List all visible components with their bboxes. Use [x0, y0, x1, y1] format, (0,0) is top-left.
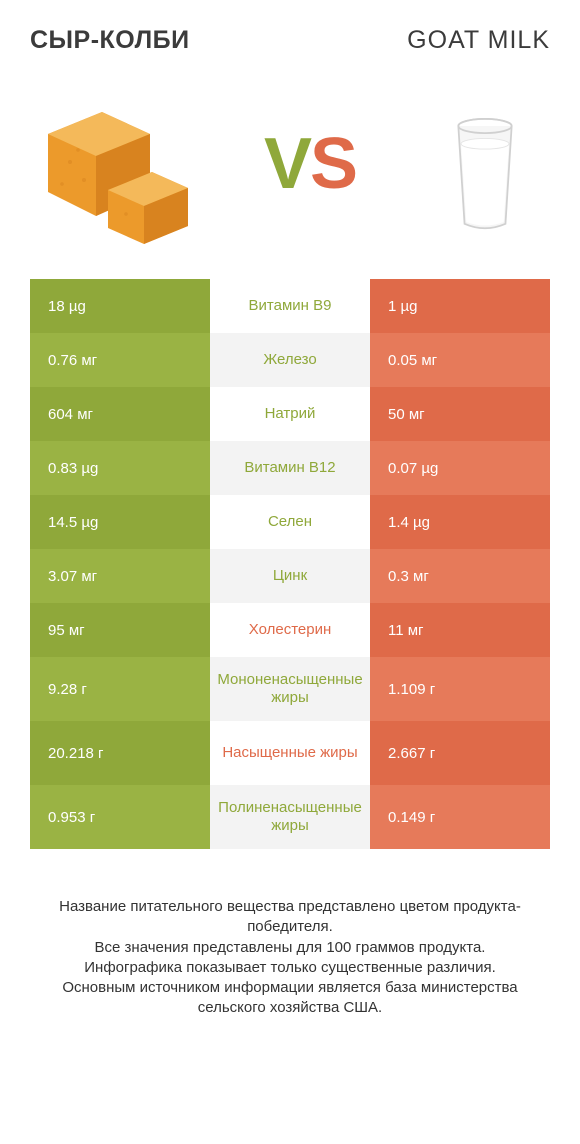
right-value: 1 µg [370, 279, 550, 333]
cheese-icon [30, 84, 200, 244]
footnotes: Название питательного вещества представл… [30, 897, 550, 1019]
nutrition-row: 3.07 мгЦинк0.3 мг [30, 549, 550, 603]
right-value: 0.07 µg [370, 441, 550, 495]
right-value: 1.4 µg [370, 495, 550, 549]
nutrition-row: 0.76 мгЖелезо0.05 мг [30, 333, 550, 387]
nutrient-name: Полиненасыщенные жиры [210, 785, 370, 849]
nutrient-name: Железо [210, 333, 370, 387]
left-value: 14.5 µg [30, 495, 210, 549]
nutrition-row: 18 µgВитамин B91 µg [30, 279, 550, 333]
nutrient-name: Витамин B9 [210, 279, 370, 333]
nutrition-table: 18 µgВитамин B91 µg0.76 мгЖелезо0.05 мг6… [30, 279, 550, 849]
footnote-line: Основным источником информации является … [30, 978, 550, 1019]
left-value: 18 µg [30, 279, 210, 333]
nutrient-name: Холестерин [210, 603, 370, 657]
right-value: 2.667 г [370, 721, 550, 785]
vs-s: S [310, 124, 356, 204]
vs-v: V [264, 124, 310, 204]
nutrition-row: 20.218 гНасыщенные жиры2.667 г [30, 721, 550, 785]
nutrient-name: Витамин B12 [210, 441, 370, 495]
nutrition-row: 604 мгНатрий50 мг [30, 387, 550, 441]
left-value: 9.28 г [30, 657, 210, 721]
right-value: 50 мг [370, 387, 550, 441]
nutrition-row: 0.83 µgВитамин B120.07 µg [30, 441, 550, 495]
left-value: 604 мг [30, 387, 210, 441]
nutrition-row: 14.5 µgСелен1.4 µg [30, 495, 550, 549]
left-value: 3.07 мг [30, 549, 210, 603]
nutrient-name: Насыщенные жиры [210, 721, 370, 785]
footnote-line: Название питательного вещества представл… [30, 897, 550, 938]
left-value: 0.76 мг [30, 333, 210, 387]
right-value: 0.05 мг [370, 333, 550, 387]
footnote-line: Все значения представлены для 100 граммо… [30, 938, 550, 958]
left-product-title: СЫР-КОЛБИ [30, 26, 190, 55]
nutrition-row: 0.953 гПолиненасыщенные жиры0.149 г [30, 785, 550, 849]
right-value: 1.109 г [370, 657, 550, 721]
left-value: 0.83 µg [30, 441, 210, 495]
infographic-page: СЫР-КОЛБИ GOAT MILK VS [0, 0, 580, 1039]
left-value: 95 мг [30, 603, 210, 657]
left-value: 0.953 г [30, 785, 210, 849]
right-value: 11 мг [370, 603, 550, 657]
nutrient-name: Цинк [210, 549, 370, 603]
right-value: 0.3 мг [370, 549, 550, 603]
titles-row: СЫР-КОЛБИ GOAT MILK [30, 26, 550, 55]
left-value: 20.218 г [30, 721, 210, 785]
images-row: VS [30, 79, 550, 249]
nutrition-row: 9.28 гМононенасыщенные жиры1.109 г [30, 657, 550, 721]
vs-label: VS [264, 128, 356, 200]
right-product-title: GOAT MILK [407, 26, 550, 55]
nutrition-row: 95 мгХолестерин11 мг [30, 603, 550, 657]
nutrient-name: Мононенасыщенные жиры [210, 657, 370, 721]
nutrient-name: Селен [210, 495, 370, 549]
right-value: 0.149 г [370, 785, 550, 849]
milk-glass-icon [420, 84, 550, 244]
nutrient-name: Натрий [210, 387, 370, 441]
footnote-line: Инфографика показывает только существенн… [30, 958, 550, 978]
